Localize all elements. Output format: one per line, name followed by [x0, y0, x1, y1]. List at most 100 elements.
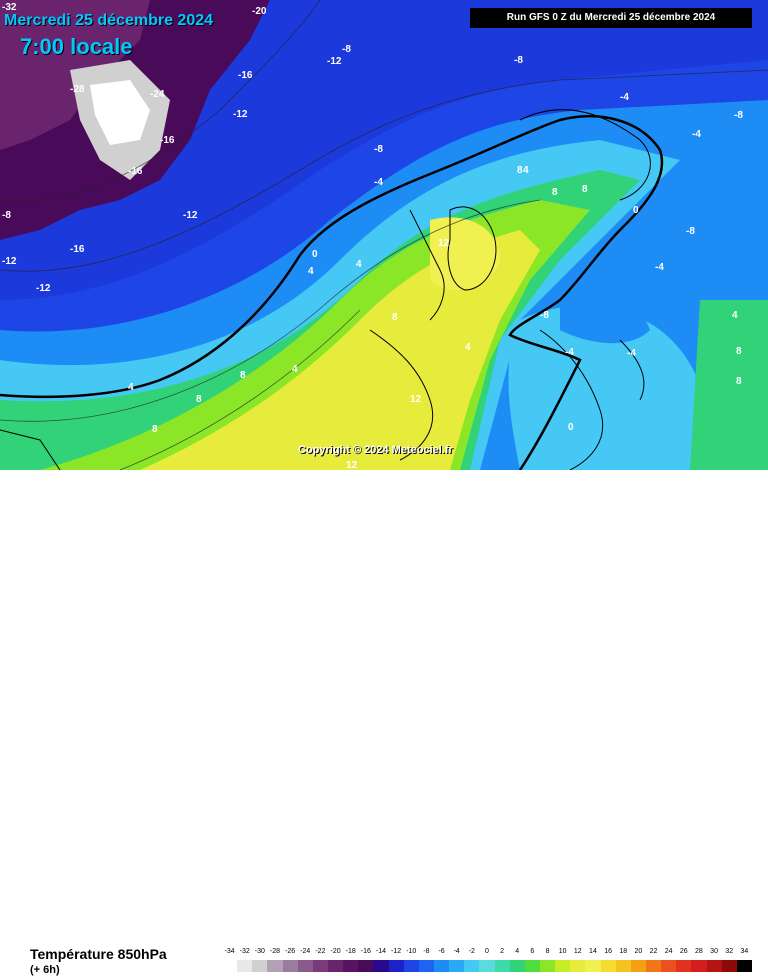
scale-label: 18 [619, 948, 628, 955]
map-label: -4 [655, 262, 664, 273]
scale-label: -2 [468, 948, 475, 955]
map-label: -32 [2, 2, 17, 13]
coldest-core-inner [90, 80, 150, 145]
isotherm-zero-west [0, 254, 302, 399]
scale-label: -6 [438, 948, 445, 955]
map-label: 12 [438, 238, 450, 249]
map-label: 8 [240, 370, 246, 381]
scale-swatch [509, 960, 525, 972]
map-label: 0 [568, 422, 574, 433]
isotherm-zero [299, 115, 664, 470]
scale-swatch [373, 960, 389, 972]
scale-swatch [237, 960, 253, 972]
scale-label: 16 [604, 948, 612, 955]
model-run-info: Run GFS 0 Z du Mercredi 25 décembre 2024 [470, 8, 752, 28]
map-label: -4 [565, 347, 574, 358]
scale-swatch [343, 960, 359, 972]
scale-labels: -34 -32 -30 -28 -26 -24 -22 -20 -18 -16 -14 -12 -10-… [222, 948, 752, 960]
map-label: -20 [252, 6, 267, 17]
map-label: 0 [312, 249, 318, 260]
scale-swatch [418, 960, 434, 972]
map-label: -16 [128, 166, 143, 177]
map-label: 8 [736, 376, 742, 387]
map-label: 8 [517, 165, 523, 176]
map-label: 4 [308, 266, 314, 277]
scale-swatch [570, 960, 586, 972]
map-label: -8 [2, 210, 11, 221]
scale-label: -12 [391, 948, 402, 955]
scale-swatch [645, 960, 662, 972]
map-label: -8 [514, 55, 523, 66]
map-label: 4 [732, 310, 738, 321]
map-label: -4 [692, 129, 701, 140]
map-label: -36 [108, 122, 123, 133]
scale-label: 34 [740, 948, 749, 955]
map-labels: -32 -20 -8 -12 -8 -16 -24 -28 -32 -36 -1… [2, 2, 743, 470]
map-label: 8 [392, 312, 398, 323]
scale-label: 6 [530, 948, 535, 955]
map-label: -4 [620, 92, 629, 103]
scale-swatch [479, 960, 495, 972]
map-label: -12 [36, 283, 51, 294]
scale-label: -20 [330, 948, 341, 955]
scale-swatch [327, 960, 344, 972]
scale-label: -18 [345, 948, 356, 955]
map-label: 4 [128, 382, 134, 393]
scale-label: -4 [453, 948, 460, 955]
map-label: -8 [686, 226, 695, 237]
scale-swatch [555, 960, 571, 972]
scale-swatch [600, 960, 616, 972]
scale-label: 10 [558, 948, 567, 955]
scale-swatch [267, 960, 283, 972]
forecast-time: 7:00 locale [20, 34, 133, 59]
scale-swatch [524, 960, 540, 972]
forecast-date: Mercredi 25 décembre 2024 [4, 12, 214, 29]
scale-swatch [449, 960, 465, 972]
scale-label: 32 [725, 948, 734, 955]
map-label: 4 [465, 342, 471, 353]
scale-swatch [630, 960, 646, 972]
map-label: -4 [374, 177, 383, 188]
scale-swatch [388, 960, 404, 972]
scale-label: -16 [360, 948, 371, 955]
map-label: -12 [233, 109, 248, 120]
east-green [690, 300, 768, 470]
product-title: Température 850hPa [30, 946, 167, 962]
map-footer: Température 850hPa (+ 6h) -34 -32 -30 -28 -2… [0, 470, 768, 976]
map-label: -16 [160, 135, 175, 146]
scale-label: -32 [239, 948, 250, 955]
scale-swatch [464, 960, 480, 972]
scale-label: -28 [269, 948, 281, 955]
map-label: -24 [150, 89, 165, 100]
isotherms [0, 0, 768, 470]
scale-swatch [282, 960, 298, 972]
scale-label: -26 [285, 948, 296, 955]
scale-label: -22 [315, 948, 326, 955]
map-label: -16 [70, 244, 85, 255]
cold-pocket-alps [560, 296, 650, 344]
scale-swatch [358, 960, 374, 972]
scale-label: -24 [300, 948, 311, 955]
map-label: 8 [736, 346, 742, 357]
copyright-text: Copyright © 2024 Meteociel.fr [298, 444, 453, 456]
scale-swatch [661, 960, 677, 972]
lead-time: (+ 6h) [30, 964, 60, 976]
scale-label: 0 [485, 948, 489, 955]
map-label: 12 [410, 394, 422, 405]
map-label: -8 [374, 144, 383, 155]
temperature-map: -32 -20 -8 -12 -8 -16 -24 -28 -32 -36 -1… [0, 0, 768, 470]
scale-label: 14 [589, 948, 597, 955]
map-label: -28 [70, 84, 85, 95]
map-label: -8 [734, 110, 743, 121]
scale-label: -8 [423, 948, 430, 955]
map-label: 4 [292, 364, 298, 375]
warm-band-yellow [140, 230, 540, 470]
map-label: 8 [552, 187, 558, 198]
map-label: -8 [540, 310, 549, 321]
scale-label: 12 [573, 948, 582, 955]
map-label: 8 [196, 394, 202, 405]
scale-swatch [312, 960, 328, 972]
map-label: 8 [152, 424, 158, 435]
scale-swatch [494, 960, 510, 972]
scale-colors [222, 960, 752, 972]
